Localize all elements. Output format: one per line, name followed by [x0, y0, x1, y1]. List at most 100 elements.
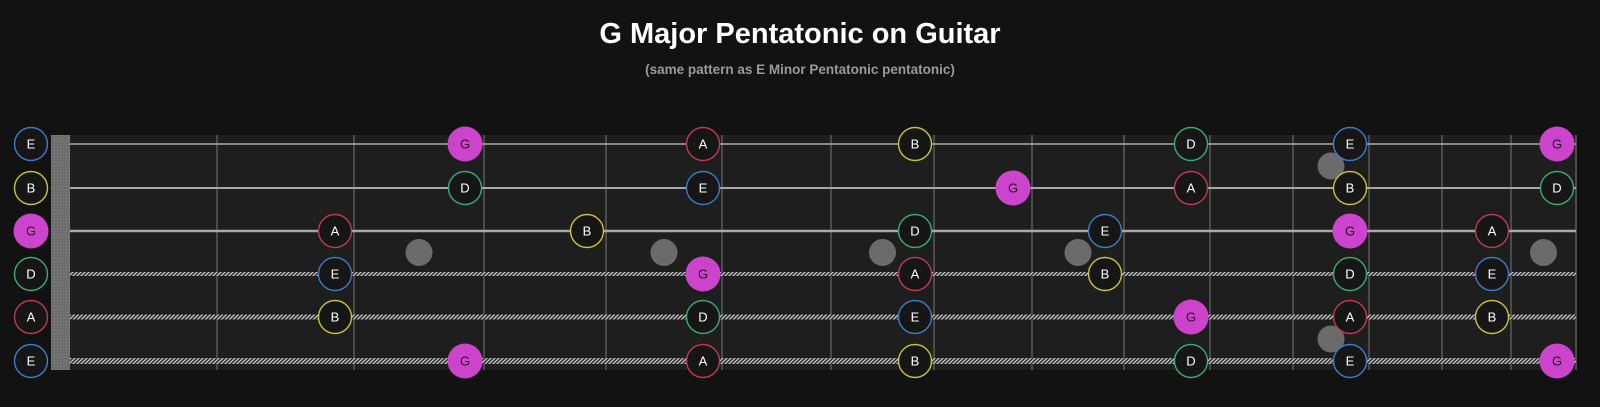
note-label: A [1346, 310, 1355, 325]
note-circle [1173, 126, 1209, 162]
note-marker[interactable]: E [13, 343, 49, 379]
note-marker[interactable]: A [685, 126, 721, 162]
note-marker[interactable]: A [13, 299, 49, 335]
note-circle [1087, 256, 1123, 292]
note-marker[interactable]: B [13, 170, 49, 206]
note-marker[interactable]: A [1474, 213, 1510, 249]
note-label: G [1552, 137, 1562, 152]
note-marker[interactable]: G [995, 170, 1031, 206]
note-marker[interactable]: G [1173, 299, 1209, 335]
note-label: E [331, 267, 340, 282]
note-circle [1173, 170, 1209, 206]
note-label: B [1101, 267, 1110, 282]
note-label: D [1186, 137, 1195, 152]
note-marker[interactable]: A [1332, 299, 1368, 335]
note-marker[interactable]: B [1474, 299, 1510, 335]
note-marker[interactable]: D [1173, 343, 1209, 379]
note-marker[interactable]: D [1539, 170, 1575, 206]
note-label: B [1488, 310, 1497, 325]
note-marker[interactable]: E [1087, 213, 1123, 249]
note-label: D [698, 310, 707, 325]
note-label: A [699, 137, 708, 152]
note-circle [897, 126, 933, 162]
note-circle [13, 343, 49, 379]
note-circle [685, 343, 721, 379]
note-label: B [27, 181, 36, 196]
note-circle [685, 170, 721, 206]
note-marker[interactable]: D [1173, 126, 1209, 162]
note-label: G [460, 137, 470, 152]
note-label: G [460, 354, 470, 369]
note-marker[interactable]: E [685, 170, 721, 206]
note-marker[interactable]: G [447, 126, 483, 162]
note-marker[interactable]: G [447, 343, 483, 379]
note-marker[interactable]: E [13, 126, 49, 162]
note-label: B [1346, 181, 1355, 196]
note-circle [1173, 343, 1209, 379]
note-circle [13, 126, 49, 162]
note-label: A [1488, 224, 1497, 239]
note-marker[interactable]: G [1332, 213, 1368, 249]
note-marker[interactable]: B [569, 213, 605, 249]
note-marker[interactable]: E [897, 299, 933, 335]
note-label: A [27, 310, 36, 325]
string-6 [51, 358, 1576, 364]
note-marker[interactable]: A [685, 343, 721, 379]
note-marker[interactable]: E [1474, 256, 1510, 292]
note-circle [13, 299, 49, 335]
note-marker[interactable]: A [317, 213, 353, 249]
note-label: E [1346, 137, 1355, 152]
note-marker[interactable]: B [1087, 256, 1123, 292]
note-marker[interactable]: B [897, 126, 933, 162]
note-label: G [1186, 310, 1196, 325]
note-label: E [27, 137, 36, 152]
note-label: G [1008, 181, 1018, 196]
note-marker[interactable]: B [1332, 170, 1368, 206]
string-5 [51, 314, 1576, 320]
note-marker[interactable]: A [897, 256, 933, 292]
note-marker[interactable]: D [13, 256, 49, 292]
note-label: A [331, 224, 340, 239]
note-label: B [911, 137, 920, 152]
note-marker[interactable]: D [1332, 256, 1368, 292]
note-circle [13, 256, 49, 292]
note-marker[interactable]: B [317, 299, 353, 335]
note-circle [1332, 256, 1368, 292]
note-marker[interactable]: D [897, 213, 933, 249]
note-circle [1539, 126, 1575, 162]
note-circle [995, 170, 1031, 206]
note-marker[interactable]: G [13, 213, 49, 249]
note-circle [897, 299, 933, 335]
note-circle [685, 256, 721, 292]
inlay-dot-fret-9 [1064, 239, 1092, 266]
note-label: D [1552, 181, 1561, 196]
note-label: B [331, 310, 340, 325]
note-label: E [1346, 354, 1355, 369]
note-circle [1087, 213, 1123, 249]
note-circle [1332, 299, 1368, 335]
note-marker[interactable]: D [447, 170, 483, 206]
note-circle [447, 170, 483, 206]
note-marker[interactable]: E [1332, 343, 1368, 379]
note-marker[interactable]: D [685, 299, 721, 335]
note-label: G [26, 224, 36, 239]
note-circle [1539, 170, 1575, 206]
note-circle [897, 343, 933, 379]
note-marker[interactable]: G [1539, 343, 1575, 379]
note-marker[interactable]: E [1332, 126, 1368, 162]
note-marker[interactable]: A [1173, 170, 1209, 206]
nut [51, 135, 70, 370]
note-circle [447, 343, 483, 379]
page-subtitle: (same pattern as E Minor Pentatonic pent… [645, 62, 955, 77]
note-label: A [1187, 181, 1196, 196]
note-label: D [1186, 354, 1195, 369]
note-label: E [1488, 267, 1497, 282]
note-marker[interactable]: B [897, 343, 933, 379]
note-marker[interactable]: G [685, 256, 721, 292]
note-marker[interactable]: E [317, 256, 353, 292]
note-circle [1474, 213, 1510, 249]
note-circle [1332, 170, 1368, 206]
note-marker[interactable]: G [1539, 126, 1575, 162]
note-label: D [1345, 267, 1354, 282]
